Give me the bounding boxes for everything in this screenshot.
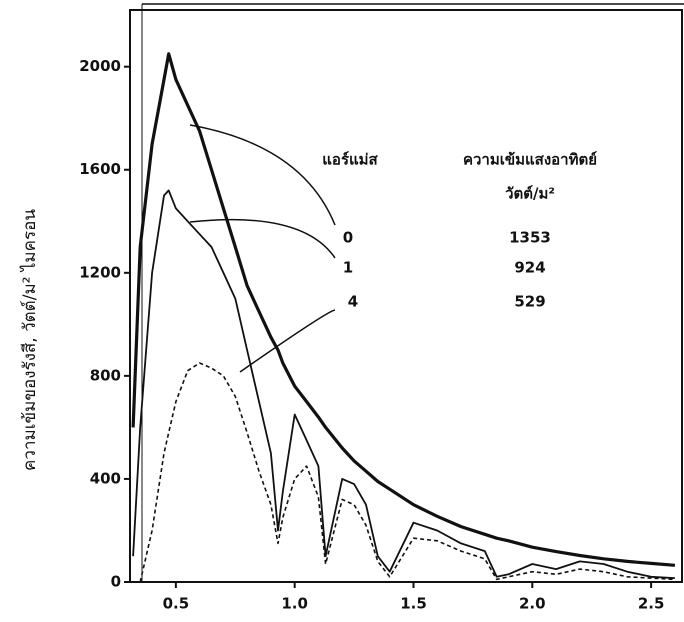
legend-title: แอร์แม่ส — [322, 151, 378, 169]
series-line — [131, 52, 676, 567]
legend-label: 1 — [343, 259, 353, 277]
x-tick-label: 1.5 — [400, 595, 427, 613]
x-tick-label: 0.5 — [163, 595, 190, 613]
leader-line — [239, 309, 336, 373]
y-tick-label: 400 — [90, 469, 121, 487]
leader-line — [189, 124, 336, 226]
x-tick-label: 2.0 — [519, 595, 546, 613]
legend-label: 4 — [348, 293, 358, 311]
x-tick-label: 2.5 — [638, 595, 665, 613]
series-line — [139, 362, 675, 583]
legend-value: 924 — [514, 259, 545, 277]
y-tick-label: 2000 — [79, 57, 121, 75]
leader-line — [189, 218, 336, 259]
legend-label: 0 — [343, 229, 353, 247]
legend-value: 1353 — [509, 229, 551, 247]
y-tick-label: 1200 — [79, 263, 121, 281]
x-tick-label: 1.0 — [281, 595, 308, 613]
legend-value-unit: วัตต์/ม² — [505, 185, 555, 203]
series-line — [132, 189, 675, 579]
plot-frame — [129, 9, 683, 583]
y-axis-label: ความเข้มของรังสี, วัตต์/ม² ไมครอน — [19, 209, 40, 471]
legend-value: 529 — [514, 293, 545, 311]
y-tick-label: 1600 — [79, 160, 121, 178]
y-tick-label: 0 — [111, 573, 121, 591]
legend-value-title: ความเข้มแสงอาทิตย์ — [463, 151, 597, 169]
y-tick-label: 800 — [90, 366, 121, 384]
